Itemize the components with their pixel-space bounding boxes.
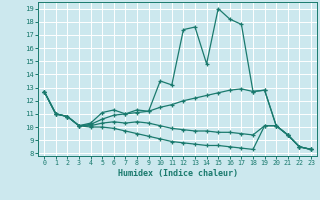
X-axis label: Humidex (Indice chaleur): Humidex (Indice chaleur)	[118, 169, 238, 178]
